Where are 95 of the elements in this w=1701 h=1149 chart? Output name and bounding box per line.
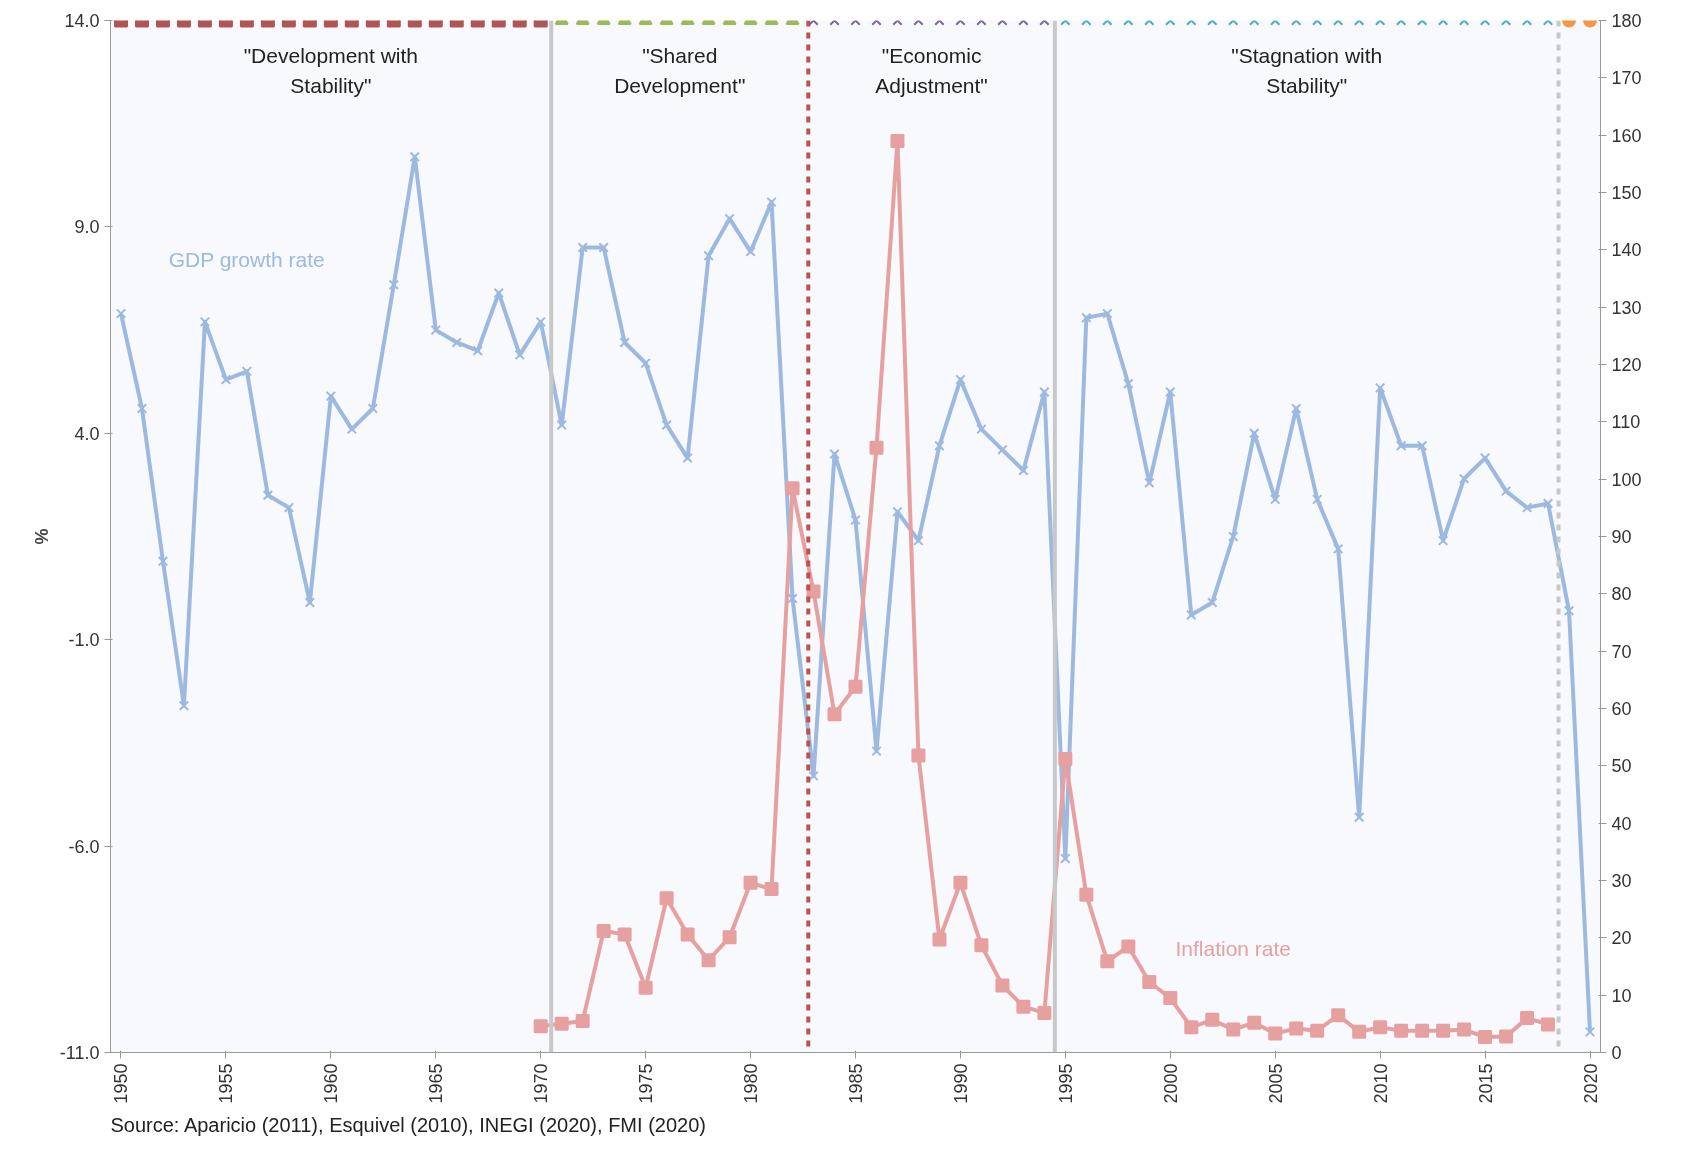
point — [1100, 954, 1115, 969]
point — [932, 932, 947, 947]
point — [974, 938, 989, 953]
y2-tick-label: 20 — [1611, 928, 1632, 949]
y2-tick-label: 100 — [1611, 469, 1642, 490]
y2-tick-label: 180 — [1611, 11, 1642, 31]
point — [1331, 1008, 1346, 1023]
y2-tick-label: 80 — [1611, 584, 1632, 605]
point — [1205, 1012, 1220, 1027]
point — [869, 440, 884, 455]
x-tick-label: 1965 — [426, 1063, 447, 1104]
y2-tick-label: 110 — [1611, 412, 1641, 433]
y-tick-label: 9.0 — [74, 217, 100, 238]
y2-tick-label: 30 — [1611, 871, 1632, 891]
point — [1352, 1024, 1367, 1039]
point — [680, 927, 695, 942]
source-note: Source: Aparicio (2011), Esquivel (2010), INEGI (2020), FMI (2020) — [110, 1113, 706, 1136]
point — [1436, 1023, 1451, 1038]
y2-tick-label: 0 — [1611, 1043, 1622, 1063]
point — [701, 953, 716, 968]
text: GDP growth rate — [168, 248, 325, 272]
point — [1184, 1020, 1199, 1035]
y-axis-title: % — [31, 528, 52, 545]
point — [1058, 751, 1073, 766]
y2-tick-label: 160 — [1611, 125, 1642, 146]
point — [1247, 1015, 1262, 1030]
y2-tick-label: 90 — [1611, 527, 1632, 547]
y2-tick-label: 150 — [1611, 183, 1642, 203]
point — [1163, 991, 1178, 1006]
point — [575, 1013, 590, 1028]
x-tick-label: 1995 — [1055, 1063, 1076, 1104]
y-tick-label: 14.0 — [64, 11, 100, 31]
point — [554, 1016, 569, 1031]
x-tick-label: 1990 — [950, 1063, 971, 1104]
point — [953, 875, 968, 890]
x-tick-label: 1975 — [636, 1063, 657, 1104]
x-tick-label: 1970 — [531, 1063, 552, 1104]
point — [1016, 999, 1031, 1014]
point — [848, 679, 863, 694]
y2-tick-label: 60 — [1611, 699, 1632, 719]
point — [1037, 1005, 1052, 1020]
point — [1121, 939, 1136, 954]
y2-tick-label: 50 — [1611, 756, 1632, 777]
annotation: "Development with Stability" — [243, 44, 419, 97]
point — [617, 927, 632, 942]
x-tick-label: 1985 — [846, 1063, 866, 1104]
y2-tick-label: 120 — [1611, 355, 1642, 375]
y-tick-label: -11.0 — [59, 1043, 100, 1063]
y-tick-label: -1.0 — [68, 630, 100, 651]
point — [1457, 1022, 1472, 1037]
point — [1415, 1023, 1430, 1038]
point — [722, 930, 737, 945]
x-tick-label: 2020 — [1580, 1063, 1601, 1104]
x-tick-label: 2010 — [1370, 1063, 1391, 1104]
point — [533, 1019, 548, 1034]
point — [911, 748, 926, 763]
x-tick-label: 1980 — [741, 1063, 762, 1104]
point — [1373, 1020, 1388, 1035]
point — [638, 980, 653, 995]
point — [1079, 887, 1094, 902]
y2-tick-label: 170 — [1611, 68, 1642, 89]
point — [1520, 1011, 1535, 1026]
y-tick-label: -6.0 — [68, 836, 100, 857]
point — [827, 707, 842, 722]
point — [1268, 1026, 1283, 1041]
point — [1394, 1023, 1409, 1038]
point — [764, 882, 779, 897]
point — [659, 891, 674, 906]
y2-tick-label: 70 — [1611, 641, 1632, 662]
point — [1289, 1021, 1304, 1036]
y2-tick-label: 40 — [1611, 813, 1632, 834]
annotation: "Shared Development" — [614, 44, 746, 97]
x-tick-label: 1950 — [111, 1063, 132, 1104]
y2-tick-label: 10 — [1611, 985, 1632, 1006]
x-tick-label: 2000 — [1160, 1063, 1181, 1104]
x-tick-label: 2005 — [1265, 1063, 1286, 1104]
x-tick-label: 2015 — [1475, 1063, 1496, 1104]
series-label: Inflation rate — [1175, 936, 1292, 960]
point — [743, 875, 758, 890]
point — [1142, 974, 1157, 989]
point — [1226, 1022, 1241, 1037]
x-tick-label: 1955 — [216, 1063, 237, 1104]
y-tick-label: 4.0 — [74, 423, 100, 444]
y2-tick-label: 140 — [1611, 240, 1642, 261]
point — [1541, 1017, 1556, 1032]
x-tick-label: 1960 — [321, 1063, 342, 1104]
y2-tick-label: 130 — [1611, 297, 1642, 318]
point — [1310, 1023, 1325, 1038]
point — [596, 923, 611, 938]
point — [995, 978, 1010, 993]
point — [1478, 1030, 1493, 1045]
point — [1499, 1029, 1514, 1044]
annotation: "Stagnation with Stability" — [1231, 44, 1383, 97]
annotation: "Economic Adjustment" — [875, 44, 988, 97]
point — [785, 481, 800, 496]
